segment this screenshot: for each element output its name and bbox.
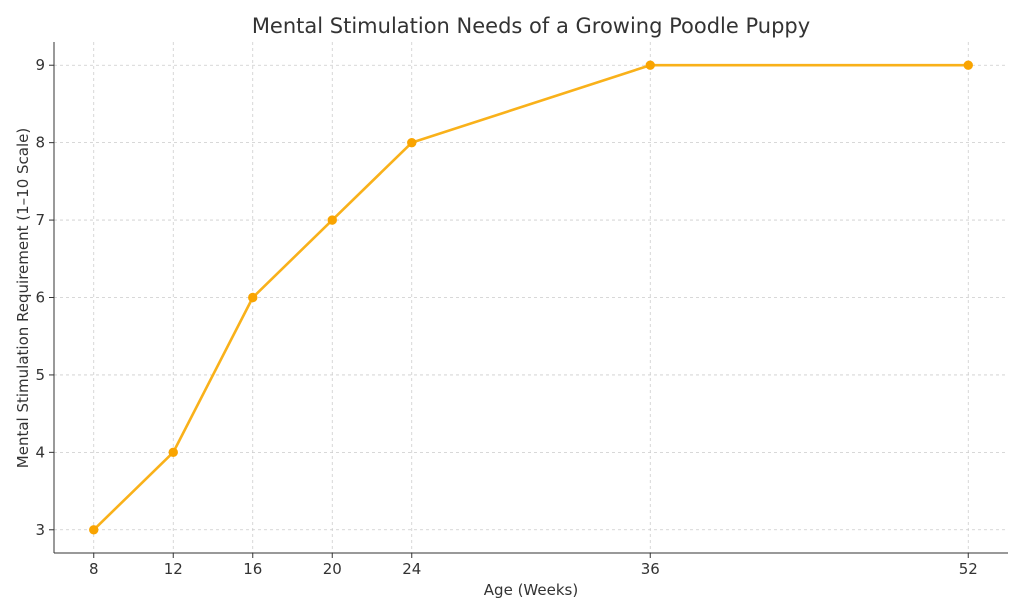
data-point xyxy=(963,60,973,70)
y-tick-label: 7 xyxy=(35,211,45,229)
data-point xyxy=(645,60,655,70)
data-point xyxy=(168,447,178,458)
grid xyxy=(54,42,1008,553)
x-tick-label: 8 xyxy=(89,560,99,578)
x-axis-label: Age (Weeks) xyxy=(484,581,578,599)
data-point xyxy=(89,525,99,535)
y-tick-label: 8 xyxy=(35,134,45,152)
x-tick-label: 20 xyxy=(323,560,342,578)
y-tick-label: 3 xyxy=(35,521,45,539)
series xyxy=(89,60,973,535)
y-tick-label: 4 xyxy=(35,443,45,461)
y-tick-label: 5 xyxy=(35,366,45,384)
data-point xyxy=(248,292,258,303)
y-tick-label: 6 xyxy=(35,289,45,307)
x-tick-label: 16 xyxy=(243,560,262,578)
x-tick-label: 24 xyxy=(402,560,421,578)
y-tick-label: 9 xyxy=(35,56,45,74)
y-axis-label: Mental Stimulation Requirement (1–10 Sca… xyxy=(14,128,32,468)
chart-title: Mental Stimulation Needs of a Growing Po… xyxy=(252,14,810,38)
y-axis-ticks: 3 4 5 6 7 8 9 xyxy=(35,56,54,539)
x-axis-ticks: 8 12 16 20 24 36 52 xyxy=(89,553,978,578)
data-point xyxy=(407,137,417,148)
x-tick-label: 12 xyxy=(164,560,183,578)
x-tick-label: 36 xyxy=(641,560,660,578)
data-point xyxy=(327,215,337,225)
x-tick-label: 52 xyxy=(959,560,978,578)
